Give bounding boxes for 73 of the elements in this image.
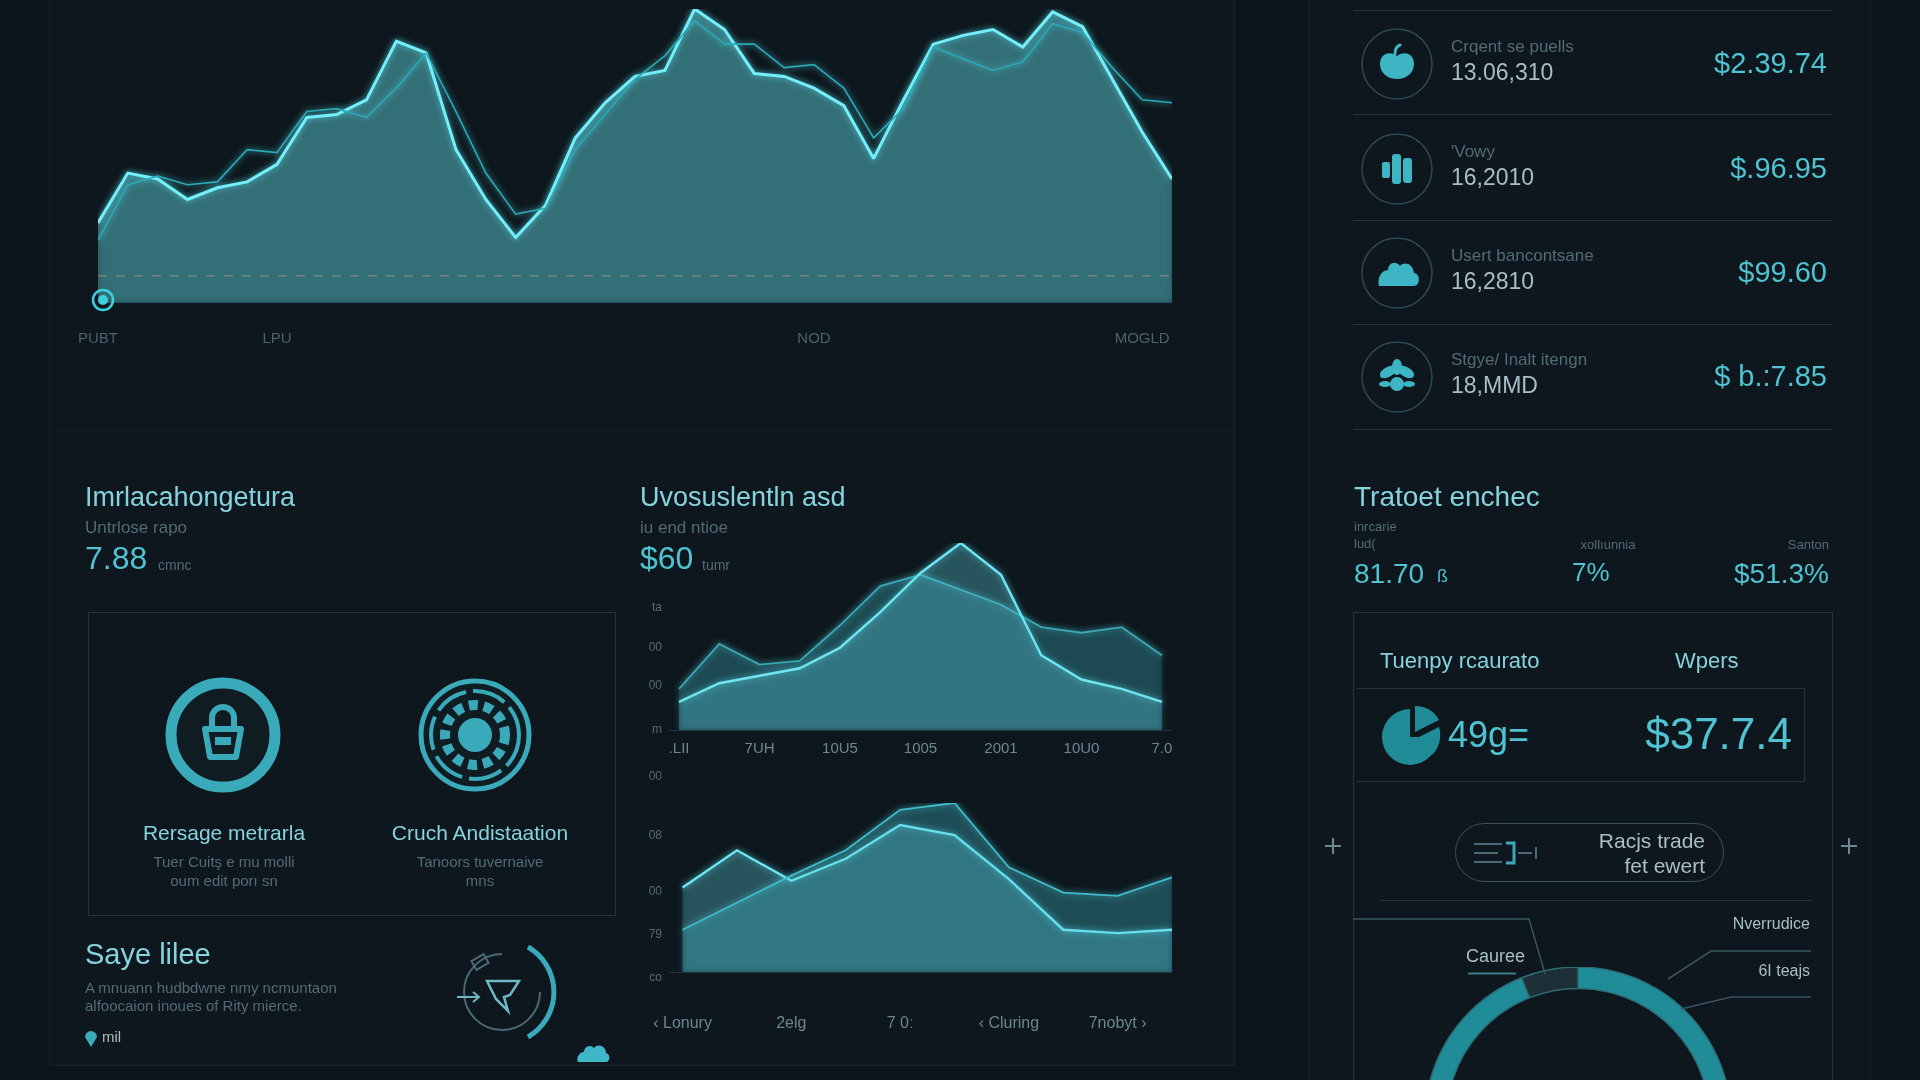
text: Santon: [1787, 537, 1829, 553]
x-tick-label: 7nobyt ›: [1088, 1014, 1147, 1032]
text: inrcarie: [1354, 519, 1397, 535]
x-tick-label: 2elg: [776, 1014, 807, 1032]
text: 'Vowy: [1451, 142, 1495, 162]
text: Cruch Andistaation: [391, 821, 569, 846]
text: A mnuann hudbdwne nmy ncmuntaon: [85, 979, 337, 997]
x-tick-label: LPU: [262, 329, 292, 346]
text: Wpers: [1675, 648, 1739, 674]
chart-title: Uvosuslentln asd: [640, 482, 846, 514]
text: 79: [648, 927, 662, 942]
text: 16,2810: [1451, 268, 1535, 295]
text: alfoocaion inoues of Rity mierce.: [85, 997, 302, 1015]
text: Imrlacahongetura: [85, 482, 296, 514]
text: $ b.:7.85: [1714, 360, 1827, 394]
text: Tuer Cuitş e mu molli: [153, 853, 295, 871]
x-tick-label: ‹ Cluring: [978, 1014, 1040, 1032]
x-tick-label: 1005: [903, 739, 938, 756]
x-tick-label: 10U0: [1063, 739, 1100, 756]
text: 00: [648, 678, 662, 693]
x-tick-label: ‹ Lonury: [653, 1014, 712, 1032]
text: ß: [1437, 566, 1448, 587]
text: xollıunnia: [1580, 537, 1636, 553]
text: $2.39.74: [1714, 47, 1827, 81]
text: 00: [648, 769, 662, 784]
text: Usert bancontsane: [1451, 246, 1594, 266]
text: 08: [648, 828, 662, 843]
slice-label: Nverrudice: [1732, 915, 1810, 934]
text: co: [649, 970, 662, 985]
text: mil: [102, 1028, 122, 1046]
text: 16,2010: [1451, 164, 1535, 191]
text: 13.06,310: [1451, 59, 1554, 86]
text: Tratoet enchec: [1354, 481, 1540, 514]
x-tick-label: 7.0: [1151, 739, 1173, 756]
text: 18,MMD: [1451, 372, 1538, 399]
annotation: tumr: [702, 557, 730, 574]
text: 7.88: [85, 540, 148, 577]
x-tick-label: 7UH: [744, 739, 775, 756]
text: lud(: [1354, 536, 1376, 552]
text: 6I teajs: [1758, 962, 1810, 981]
annotation: $60: [640, 540, 694, 577]
text: $.96.95: [1730, 152, 1827, 186]
text: Untrlose rapo: [85, 518, 188, 538]
text: Racjs trade: [1598, 829, 1705, 854]
text: 00: [648, 884, 662, 899]
x-tick-label: 7 0ː: [886, 1014, 914, 1032]
text: Tuenpy rcaurato: [1380, 648, 1540, 674]
text: cmnc: [158, 557, 192, 574]
text: oum edit porı sn: [170, 872, 278, 890]
text: 81.70: [1354, 558, 1425, 591]
slice-label: Cauree: [1466, 946, 1526, 967]
text: 00: [648, 640, 662, 655]
text: m: [652, 722, 662, 737]
x-tick-label: 10U5: [822, 739, 858, 756]
text: Saye lilee: [85, 938, 211, 972]
x-tick-label: 2001: [984, 739, 1018, 756]
text: mns: [465, 872, 495, 890]
x-tick-label: PUBT: [77, 329, 119, 346]
x-tick-label: NOD: [797, 329, 831, 346]
text: 49g=: [1448, 714, 1530, 756]
text: fet ewert: [1624, 854, 1705, 879]
text: Crqent se puells: [1451, 37, 1574, 57]
x-tick-label: .LII: [668, 739, 690, 756]
text: 7%: [1572, 557, 1610, 588]
text: Stgye/ Inalt itengn: [1451, 350, 1588, 370]
text: $99.60: [1738, 256, 1827, 290]
x-tick-label: MOGLD: [1114, 329, 1170, 346]
text: $51.3%: [1734, 558, 1829, 591]
text: Tanoors tuvernaive: [416, 853, 544, 871]
text: Rersage metrarla: [142, 821, 306, 846]
text: ta: [651, 600, 662, 615]
chart-subtitle: iu end ntioe: [640, 518, 728, 538]
text: $37.7.4: [1645, 709, 1792, 760]
